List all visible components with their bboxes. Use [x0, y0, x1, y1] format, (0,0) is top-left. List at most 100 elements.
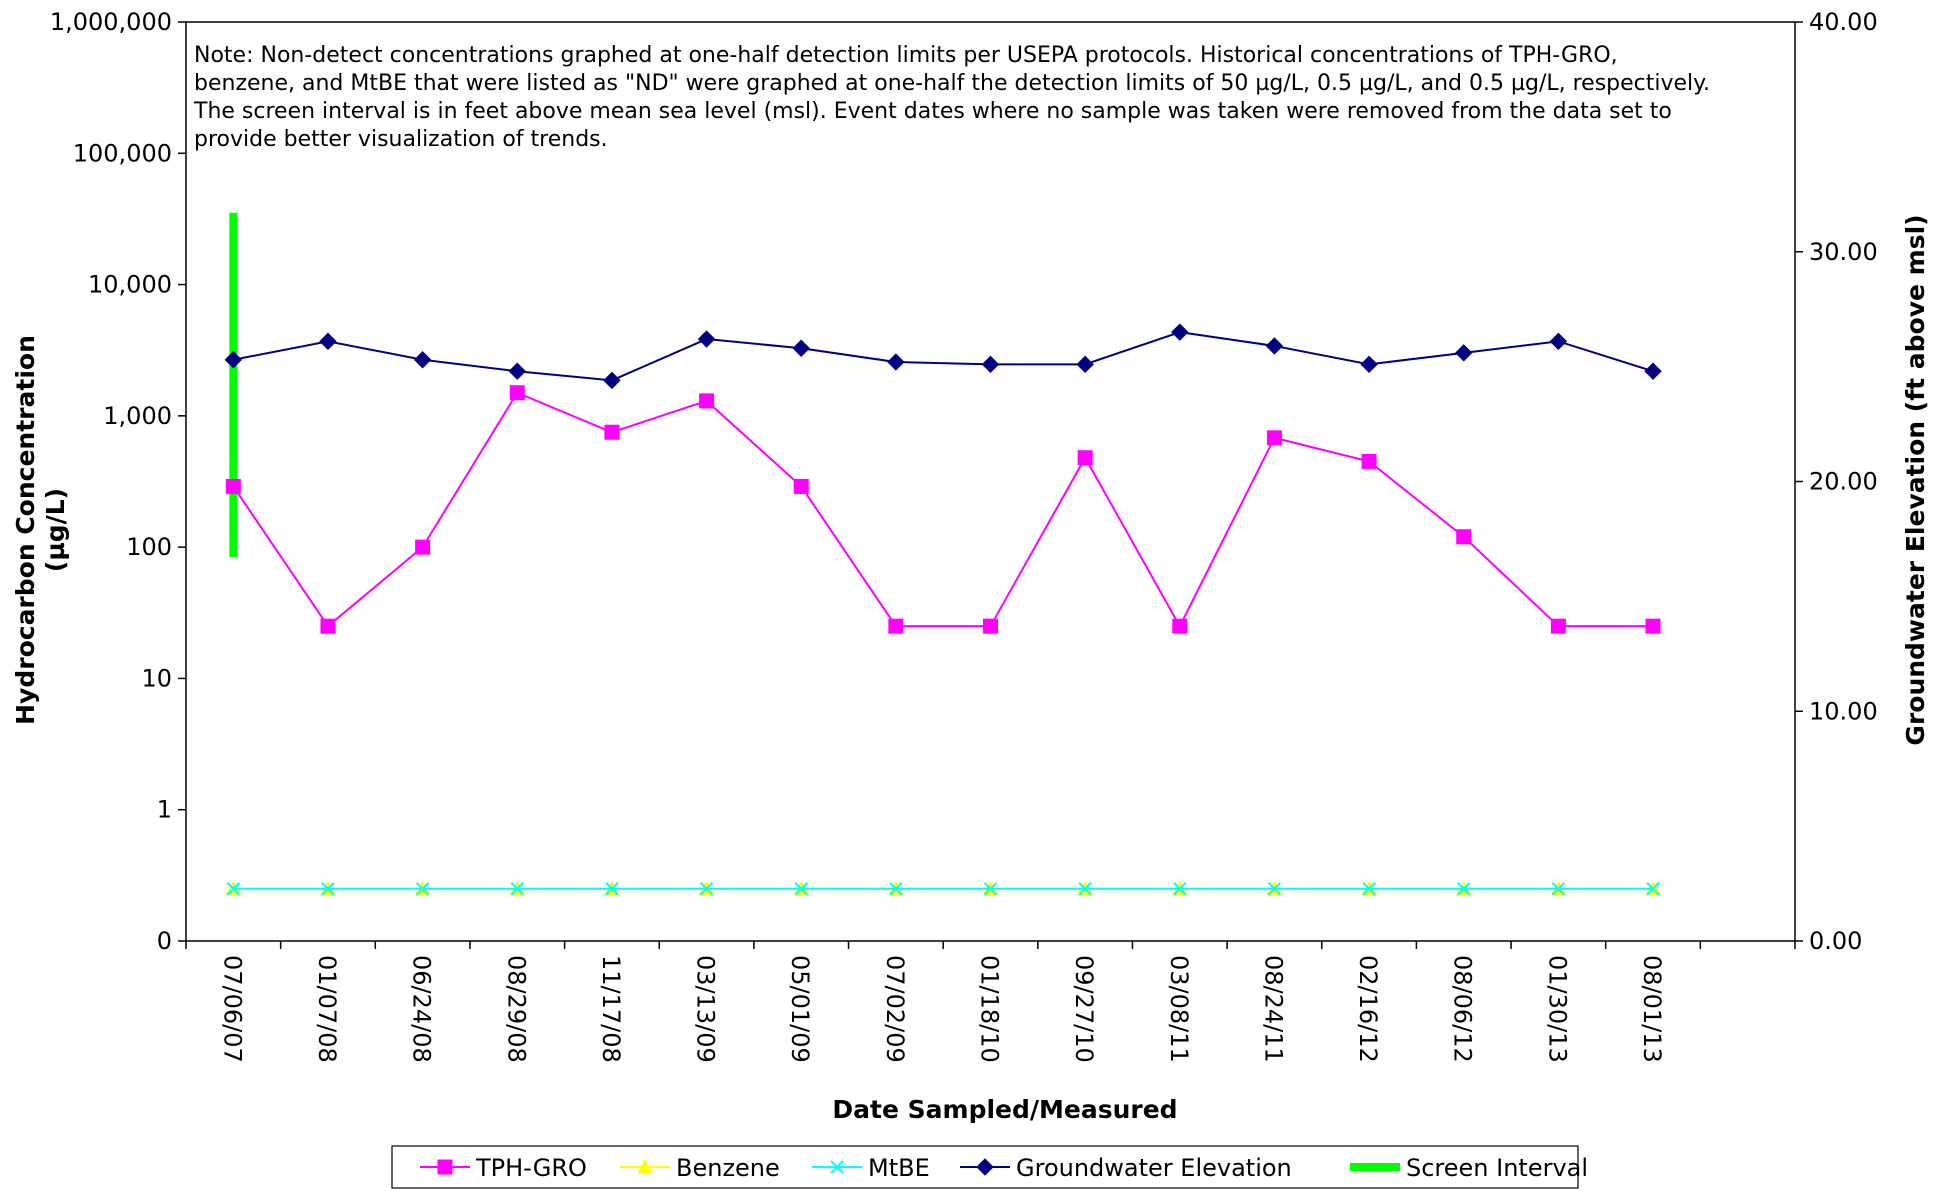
data-point [794, 882, 808, 896]
y-axis-title: Hydrocarbon Concentration (µg/L) [11, 335, 70, 725]
marker-stroke [605, 882, 619, 896]
legend-item: TPH-GRO [420, 1154, 587, 1182]
data-point [793, 478, 809, 494]
marker-stroke [1646, 882, 1660, 896]
data-point [1077, 450, 1093, 466]
data-point [983, 882, 998, 896]
legend-label: MtBE [868, 1154, 930, 1182]
note-line: benzene, and MtBE that were listed as "N… [194, 71, 1710, 96]
legend-marker [976, 1158, 994, 1176]
x-tick-label: 03/08/11 [1165, 955, 1193, 1063]
y-tick-label: 1 [157, 796, 172, 824]
data-point [605, 882, 619, 896]
marker-stroke [983, 882, 998, 896]
y2-tick-label: 20.00 [1809, 468, 1878, 496]
legend-item: Groundwater Elevation [960, 1154, 1292, 1182]
x-tick-label: 08/06/12 [1449, 955, 1477, 1063]
y-tick-label: 10,000 [88, 271, 172, 299]
marker-stroke [794, 882, 808, 896]
data-point [1173, 882, 1187, 896]
marker-stroke [321, 882, 335, 896]
series-tph-gro [225, 385, 1661, 634]
series-mtbe [226, 882, 1660, 896]
data-point [1646, 882, 1660, 896]
marker-stroke [1078, 882, 1092, 896]
legend-label: TPH-GRO [475, 1154, 587, 1182]
note-annotation: Note: Non-detect concentrations graphed … [193, 43, 1710, 152]
data-point [509, 385, 525, 401]
data-point [604, 424, 620, 440]
data-point [699, 393, 715, 409]
data-point [1645, 618, 1661, 634]
x-tick-label: 08/01/13 [1638, 955, 1666, 1063]
legend-item: Screen Interval [1350, 1154, 1588, 1182]
y-tick-label: 1,000,000 [50, 8, 172, 36]
data-point [224, 351, 243, 369]
data-point [1644, 362, 1662, 380]
data-point [983, 618, 998, 634]
x-tick-label: 09/27/10 [1070, 955, 1098, 1063]
data-point [792, 339, 810, 357]
x-tick-label: 11/17/08 [597, 955, 625, 1063]
y2-tick-label: 40.00 [1809, 8, 1878, 36]
data-point [1456, 529, 1472, 545]
marker-stroke [699, 882, 714, 896]
marker-stroke [1173, 882, 1187, 896]
legend-item: Benzene [620, 1154, 780, 1182]
legend-label: Benzene [676, 1154, 780, 1182]
legend-marker [637, 1158, 653, 1174]
data-point [319, 332, 337, 351]
legend-item: MtBE [812, 1154, 930, 1182]
x-tick-label: 07/06/07 [218, 955, 246, 1063]
series-groundwater-elevation [224, 323, 1662, 390]
y2-tick-label: 30.00 [1809, 238, 1878, 266]
data-point [510, 882, 524, 896]
y2-tick-label: 10.00 [1809, 697, 1878, 725]
data-point [697, 330, 716, 348]
y2-axis-title: Groundwater Elevation (ft above msl) [1901, 214, 1930, 745]
marker-stroke [1362, 882, 1376, 896]
data-point [1078, 882, 1092, 896]
y2-tick-label: 0.00 [1809, 927, 1862, 955]
data-point [888, 618, 904, 634]
x-tick-label: 05/01/09 [786, 955, 814, 1063]
data-point [226, 882, 241, 896]
y-axis: 0 1 10 100 1,000 10,000 100,000 1,000,000 [50, 8, 186, 955]
marker-stroke [415, 882, 430, 896]
legend-label: Screen Interval [1406, 1154, 1588, 1182]
y-axis-title-line: (µg/L) [41, 488, 70, 572]
note-line: The screen interval is in feet above mea… [193, 99, 1672, 124]
data-point [1076, 355, 1094, 374]
plot-area [185, 21, 1796, 942]
legend-marker [437, 1159, 453, 1175]
x-tick-label: 06/24/08 [408, 955, 436, 1063]
data-point [321, 882, 335, 896]
marker-stroke [1457, 882, 1471, 896]
x-tick-label: 03/13/09 [692, 955, 720, 1063]
x-tick-label: 08/29/08 [502, 955, 530, 1063]
y2-axis: 0.00 10.00 20.00 30.00 40.00 [1795, 8, 1878, 955]
data-point [1172, 618, 1188, 634]
data-point [413, 351, 432, 369]
data-point [1267, 882, 1282, 896]
x-tick-label: 07/02/09 [881, 955, 909, 1063]
y-axis-title-line: Hydrocarbon Concentration [11, 335, 40, 725]
x-tick-label: 01/07/08 [313, 955, 341, 1063]
marker-stroke [226, 882, 241, 896]
x-axis-title: Date Sampled/Measured [832, 1095, 1177, 1124]
y-tick-label: 1,000 [103, 402, 172, 430]
data-point [981, 355, 1000, 374]
data-point [508, 362, 526, 380]
series-line [233, 331, 1654, 382]
data-point [225, 478, 241, 494]
data-point [320, 618, 336, 634]
data-point [1550, 618, 1566, 634]
data-point [1549, 332, 1568, 351]
data-point [699, 882, 714, 896]
x-tick-label: 01/30/13 [1543, 955, 1571, 1063]
y-tick-label: 100 [126, 533, 172, 561]
x-axis: 07/06/07 01/07/08 06/24/08 08/29/08 11/17/08… [185, 941, 1796, 1063]
y-tick-label: 10 [141, 664, 172, 692]
legend: TPH-GRO Benzene MtBE Groundwater Elevation S… [391, 1145, 1588, 1189]
